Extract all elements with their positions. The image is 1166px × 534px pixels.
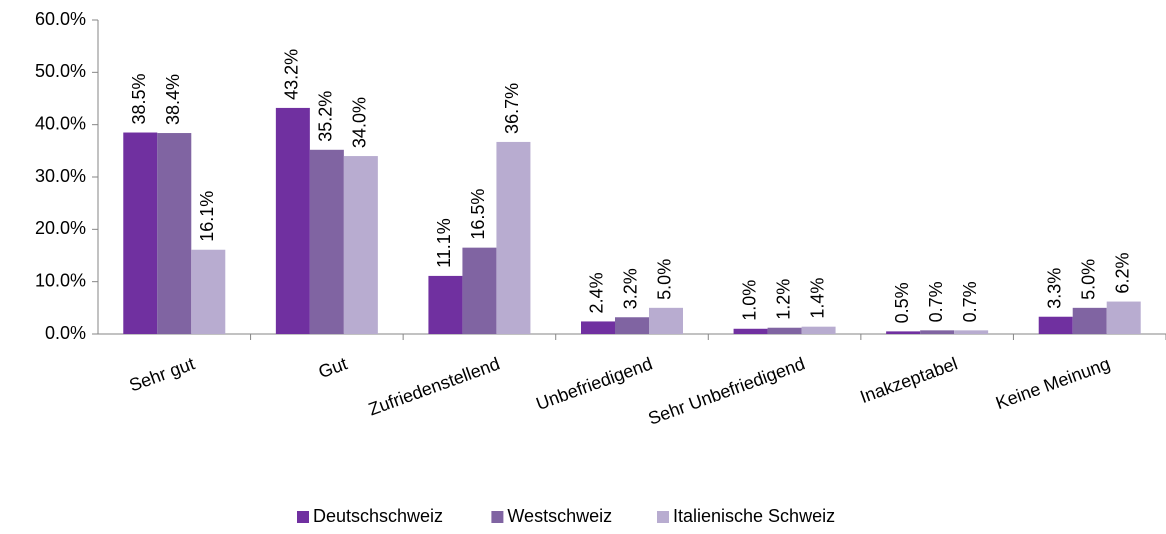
- data-label: 1.2%: [773, 279, 793, 320]
- x-tick-label: Sehr Unbefriedigend: [646, 353, 808, 428]
- legend-swatch: [297, 511, 309, 523]
- y-tick-label: 50.0%: [35, 61, 86, 81]
- legend-label: Italienische Schweiz: [673, 506, 835, 526]
- data-label: 3.2%: [621, 268, 641, 309]
- bar: [615, 317, 649, 334]
- data-label: 38.4%: [163, 74, 183, 125]
- data-label: 36.7%: [502, 83, 522, 134]
- bar: [496, 141, 531, 334]
- y-tick-label: 10.0%: [35, 270, 86, 290]
- bar: [920, 330, 955, 334]
- x-tick-label: Gut: [316, 353, 350, 382]
- legend-swatch: [657, 511, 669, 523]
- bar: [649, 307, 683, 334]
- bar: [428, 275, 463, 334]
- bar: [275, 107, 310, 334]
- y-tick-label: 20.0%: [35, 218, 86, 238]
- data-label: 2.4%: [587, 272, 607, 313]
- x-tick-label: Zufriedenstellend: [366, 353, 503, 419]
- data-label: 0.5%: [892, 282, 912, 323]
- bar: [157, 133, 192, 334]
- data-label: 16.5%: [468, 189, 488, 240]
- data-label: 38.5%: [129, 73, 149, 124]
- bar: [343, 156, 378, 334]
- bar: [123, 132, 158, 334]
- data-label: 43.2%: [282, 49, 302, 100]
- y-tick-label: 40.0%: [35, 113, 86, 133]
- data-label: 0.7%: [960, 281, 980, 322]
- bar: [1106, 301, 1141, 334]
- bar: [767, 327, 802, 334]
- data-label: 3.3%: [1044, 268, 1064, 309]
- data-label: 34.0%: [350, 97, 370, 148]
- x-tick-label: Sehr gut: [126, 353, 197, 395]
- bar: [581, 321, 615, 334]
- bar: [462, 247, 497, 334]
- legend-label: Deutschschweiz: [313, 506, 443, 526]
- legend-swatch: [491, 511, 504, 523]
- y-tick-label: 0.0%: [45, 323, 86, 343]
- data-label: 35.2%: [316, 91, 336, 142]
- data-label: 1.0%: [739, 280, 759, 321]
- bar: [1038, 316, 1073, 334]
- x-tick-label: Inakzeptabel: [857, 353, 960, 407]
- bar: [886, 331, 921, 334]
- y-tick-label: 30.0%: [35, 166, 86, 186]
- y-tick-label: 60.0%: [35, 9, 86, 29]
- data-label: 1.4%: [807, 278, 827, 319]
- data-label: 6.2%: [1112, 253, 1132, 294]
- bar: [309, 149, 344, 334]
- legend-label: Westschweiz: [507, 506, 612, 526]
- bar: [954, 330, 989, 334]
- data-label: 5.0%: [655, 259, 675, 300]
- bar: [801, 326, 836, 334]
- bar: [191, 249, 226, 334]
- data-label: 11.1%: [434, 218, 454, 268]
- data-label: 0.7%: [926, 281, 946, 322]
- data-label: 5.0%: [1078, 259, 1098, 300]
- x-tick-label: Keine Meinung: [993, 353, 1113, 413]
- bar: [733, 328, 768, 334]
- data-label: 16.1%: [197, 191, 217, 242]
- bar: [1072, 307, 1107, 334]
- x-tick-label: Unbefriedigend: [533, 353, 655, 414]
